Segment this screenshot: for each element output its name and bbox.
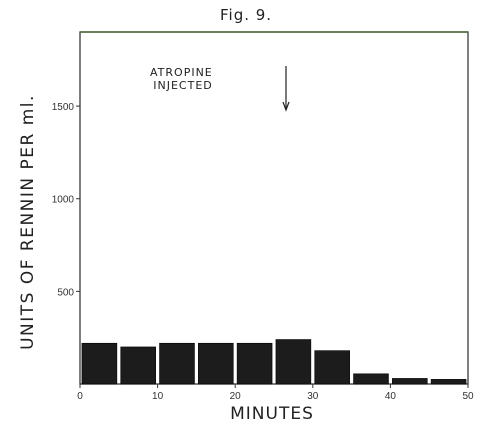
bar-5 xyxy=(275,339,312,385)
axes xyxy=(79,31,469,385)
y-tick-label-0: 500 xyxy=(57,287,74,298)
bar-6 xyxy=(314,350,350,385)
bar-3 xyxy=(198,342,234,385)
x-tick-label-3: 30 xyxy=(307,391,319,402)
bar-8 xyxy=(392,378,428,385)
annotation-line-2: INJECTED xyxy=(153,79,213,92)
bar-9 xyxy=(430,379,467,385)
x-tick-label-4: 40 xyxy=(385,391,397,402)
bar-7 xyxy=(353,373,389,385)
x-tick-label-2: 20 xyxy=(230,391,242,402)
ticks-group: 0 10 20 30 40 50 500 1000 1500 xyxy=(52,102,474,402)
plot-frame xyxy=(79,31,469,385)
figure-label: Fig. 9. xyxy=(220,6,273,24)
bar-1 xyxy=(120,346,156,385)
annotation-line-1: ATROPINE xyxy=(150,66,213,79)
x-tick-label-1: 10 xyxy=(152,391,164,402)
x-tick-label-0: 0 xyxy=(77,391,83,402)
x-axis-label: MINUTES xyxy=(230,404,314,424)
bar-0 xyxy=(81,342,118,385)
y-axis-label: UNITS OF RENNIN PER ml. xyxy=(18,94,38,350)
down-arrow-icon xyxy=(282,66,290,112)
bars-group xyxy=(81,339,467,385)
y-tick-label-1: 1000 xyxy=(52,195,75,206)
annotation-text: ATROPINE INJECTED xyxy=(150,66,213,92)
y-tick-label-2: 1500 xyxy=(52,102,75,113)
bar-4 xyxy=(236,342,273,385)
x-tick-label-5: 50 xyxy=(462,391,474,402)
bar-2 xyxy=(159,342,195,385)
